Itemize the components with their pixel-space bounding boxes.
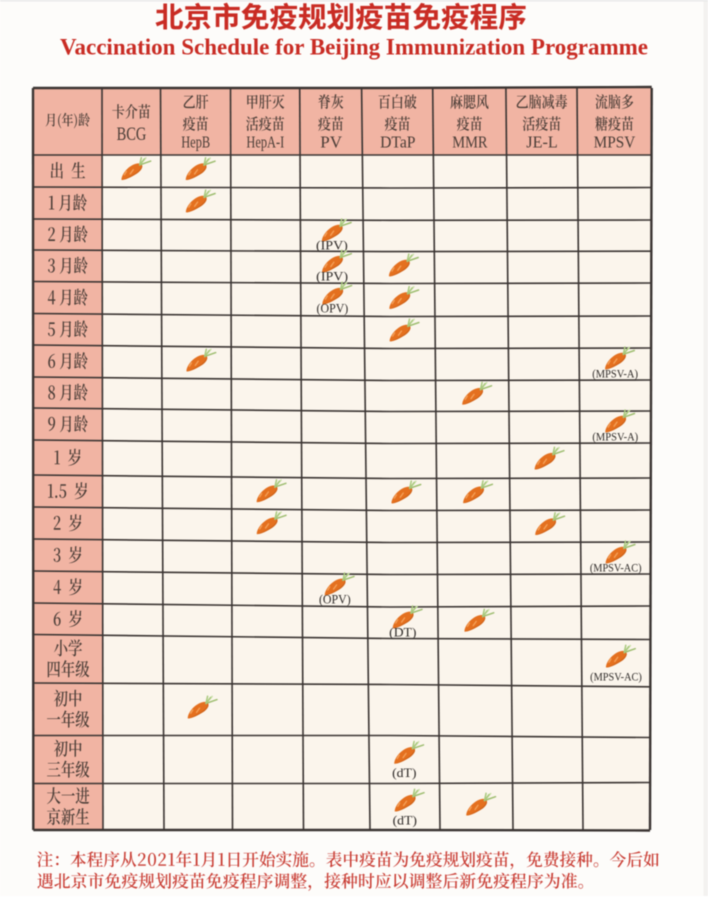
svg-text:(MPSV-AC): (MPSV-AC) bbox=[590, 562, 642, 574]
svg-text:PV: PV bbox=[320, 133, 342, 152]
svg-text:(dT): (dT) bbox=[392, 766, 416, 780]
svg-text:Vaccination Schedule for Beiji: Vaccination Schedule for Beijing Immuniz… bbox=[60, 35, 648, 60]
svg-text:(MPSV-AC): (MPSV-AC) bbox=[590, 671, 642, 683]
svg-text:(DT): (DT) bbox=[389, 625, 416, 639]
svg-text:(MPSV-A): (MPSV-A) bbox=[592, 431, 638, 443]
svg-text:(OPV): (OPV) bbox=[317, 301, 349, 315]
svg-text:(OPV): (OPV) bbox=[319, 592, 351, 606]
svg-text:MMR: MMR bbox=[452, 134, 488, 152]
svg-text:BCG: BCG bbox=[117, 123, 147, 144]
svg-text:HepA-I: HepA-I bbox=[246, 134, 284, 152]
svg-text:(dT): (dT) bbox=[393, 813, 417, 827]
svg-text:(IPV): (IPV) bbox=[316, 269, 348, 283]
svg-text:(MPSV-A): (MPSV-A) bbox=[592, 368, 638, 380]
svg-text:DTaP: DTaP bbox=[380, 132, 415, 152]
svg-text:(IPV): (IPV) bbox=[316, 238, 348, 252]
svg-text:HepB: HepB bbox=[181, 134, 210, 152]
svg-text:JE-L: JE-L bbox=[526, 132, 557, 151]
svg-text:MPSV: MPSV bbox=[594, 134, 636, 152]
